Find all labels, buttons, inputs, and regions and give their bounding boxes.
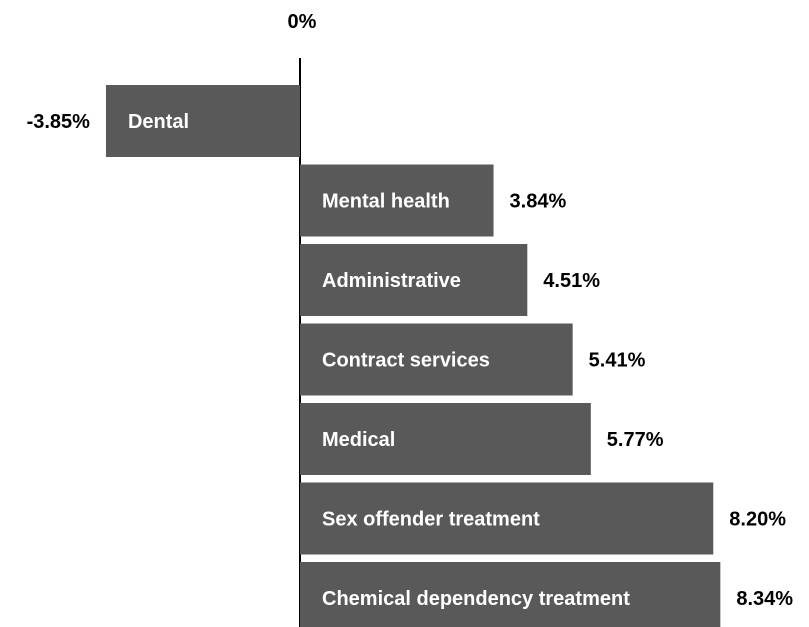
bar-label-administrative: Administrative <box>322 270 461 292</box>
bar-mental-health <box>300 164 494 237</box>
value-label-chemical-dependency-treatment: 8.34% <box>736 588 793 610</box>
value-label-medical: 5.77% <box>607 429 664 451</box>
bar-label-medical: Medical <box>322 429 395 451</box>
bar-label-chemical-dependency-treatment: Chemical dependency treatment <box>322 588 630 610</box>
value-label-dental: -3.85% <box>27 111 91 133</box>
bar-label-sex-offender-treatment: Sex offender treatment <box>322 509 540 531</box>
value-label-mental-health: 3.84% <box>510 191 567 213</box>
value-label-contract-services: 5.41% <box>589 350 646 372</box>
bar-dental <box>105 85 301 157</box>
bar-label-contract-services: Contract services <box>322 350 490 372</box>
bar-medical <box>300 403 591 475</box>
value-label-administrative: 4.51% <box>543 270 600 292</box>
bar-sex-offender-treatment <box>300 482 714 555</box>
bar-administrative <box>300 244 528 316</box>
value-label-sex-offender-treatment: 8.20% <box>729 509 786 531</box>
bar-contract-services <box>300 323 573 396</box>
bars-group: Dental -3.85% Mental health 3.84% Administra… <box>27 85 793 627</box>
bar-label-dental: Dental <box>128 111 189 133</box>
zero-axis-label: 0% <box>288 11 317 33</box>
bar-chemical-dependency-treatment <box>300 562 721 627</box>
bar-label-mental-health: Mental health <box>322 191 450 213</box>
